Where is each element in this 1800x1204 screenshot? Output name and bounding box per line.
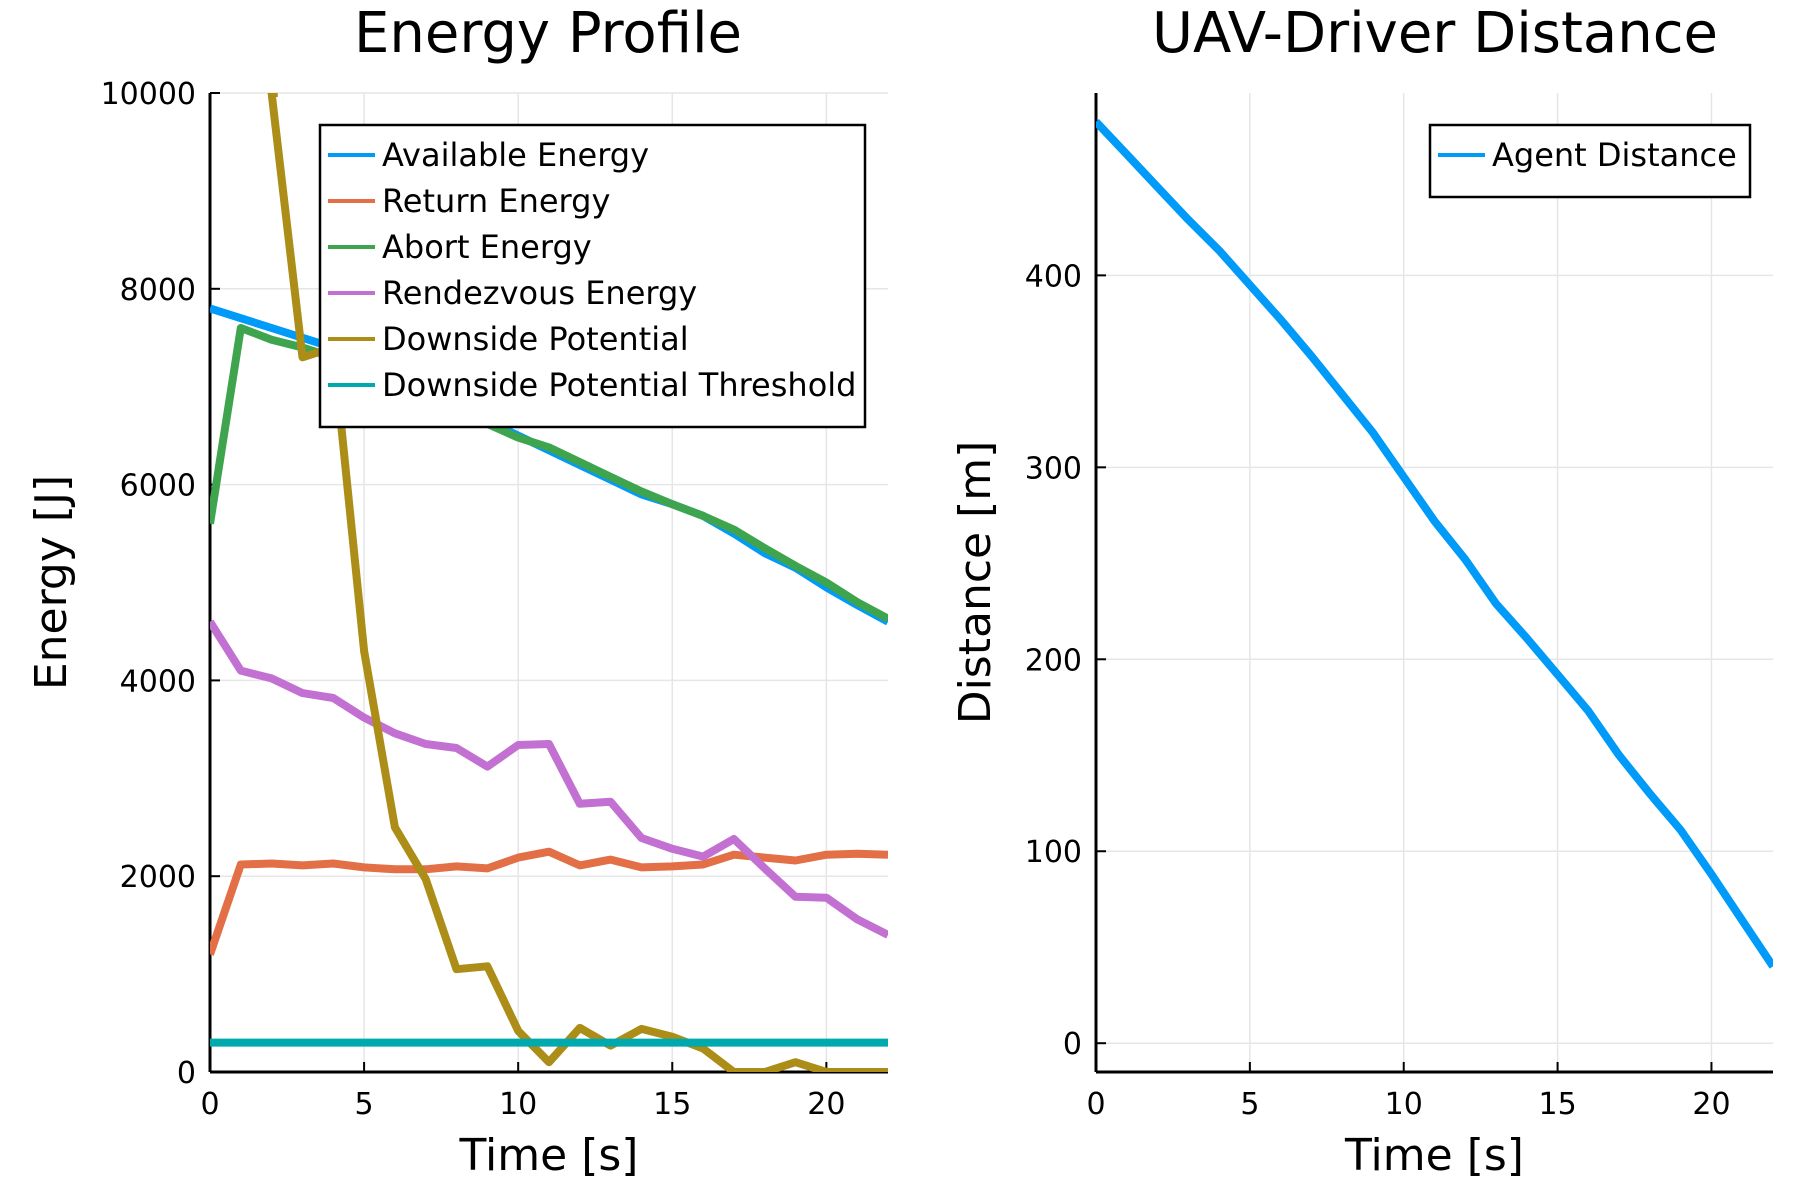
legend-label: Available Energy <box>382 136 649 174</box>
x-tick-label: 10 <box>499 1087 537 1122</box>
legend-label: Abort Energy <box>382 228 592 266</box>
x-tick-label: 5 <box>355 1087 374 1122</box>
y-tick-label: 10000 <box>101 77 196 112</box>
x-tick-label: 20 <box>1692 1087 1730 1122</box>
y-tick-label: 8000 <box>120 273 196 308</box>
chart-title: Energy Profile <box>354 1 742 66</box>
x-tick-label: 10 <box>1385 1087 1423 1122</box>
series-line-agent-distance <box>1096 119 1773 969</box>
x-axis-label: Time [s] <box>459 1130 639 1181</box>
y-axis-label: Distance [m] <box>950 441 1001 725</box>
legend-box <box>1428 123 1752 199</box>
x-tick-label: 20 <box>807 1087 845 1122</box>
legend-label: Downside Potential <box>382 320 689 358</box>
legend-box <box>318 123 867 429</box>
series-line-rendezvous-energy <box>210 619 888 939</box>
plot-area-1 <box>1096 119 1773 969</box>
y-tick-label: 4000 <box>120 664 196 699</box>
x-tick-label: 0 <box>1086 1087 1105 1122</box>
y-tick-label: 300 <box>1025 451 1082 486</box>
x-tick-label: 15 <box>653 1087 691 1122</box>
y-tick-label: 200 <box>1025 643 1082 678</box>
legend-label: Return Energy <box>382 182 610 220</box>
y-tick-label: 400 <box>1025 259 1082 294</box>
x-tick-label: 15 <box>1538 1087 1576 1122</box>
y-tick-label: 6000 <box>120 469 196 504</box>
y-tick-label: 0 <box>1063 1027 1082 1062</box>
y-tick-label: 2000 <box>120 860 196 895</box>
x-tick-label: 5 <box>1240 1087 1259 1122</box>
y-axis-label: Energy [J] <box>26 475 77 690</box>
x-tick-label: 0 <box>200 1087 219 1122</box>
y-tick-label: 100 <box>1025 835 1082 870</box>
legend-label: Agent Distance <box>1492 136 1737 174</box>
legend-label: Downside Potential Threshold <box>382 366 856 404</box>
y-tick-label: 0 <box>177 1056 196 1091</box>
legend-label: Rendezvous Energy <box>382 274 697 312</box>
chart-title: UAV-Driver Distance <box>1152 1 1718 66</box>
x-axis-label: Time [s] <box>1344 1130 1524 1181</box>
series-line-return-energy <box>210 847 888 956</box>
